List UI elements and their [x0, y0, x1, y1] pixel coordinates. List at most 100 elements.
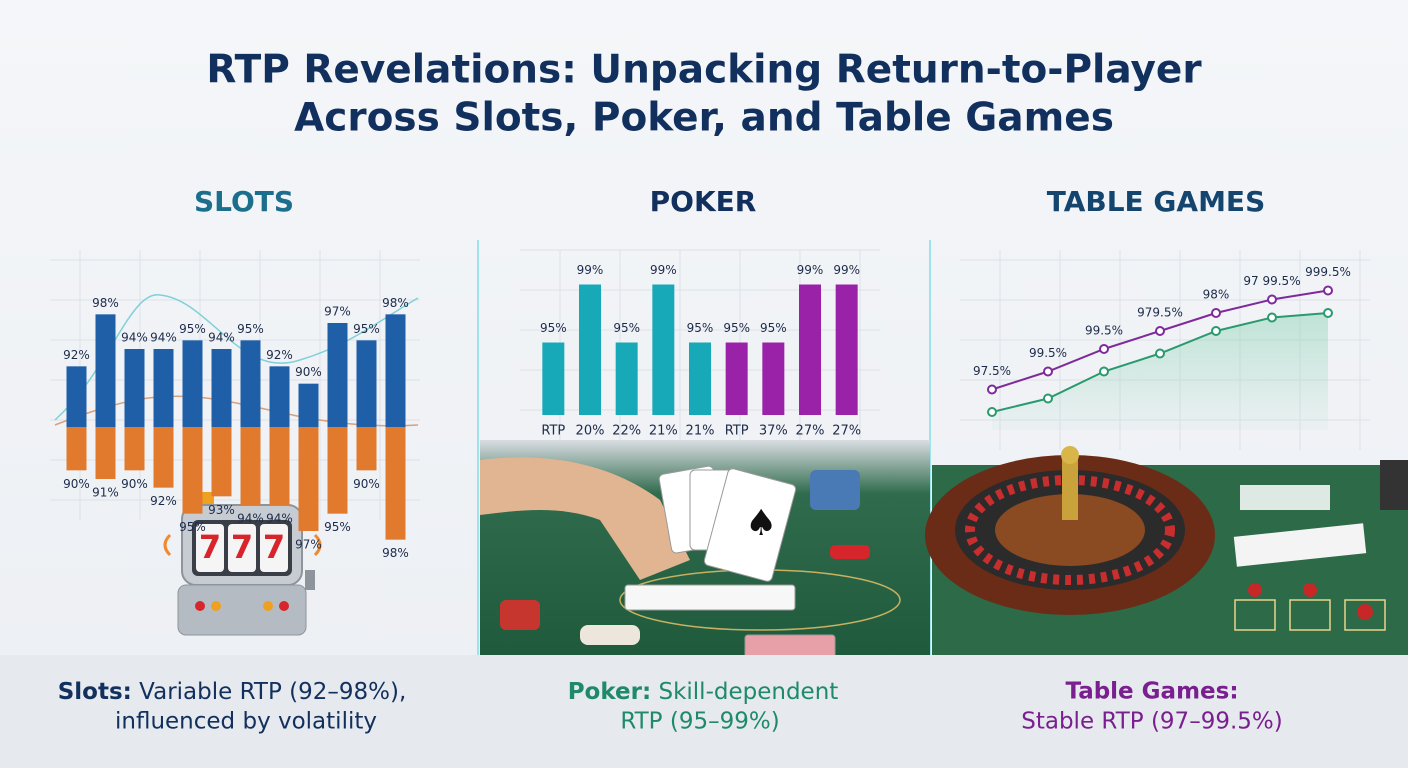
bar — [835, 284, 858, 415]
value-label: 94% — [237, 512, 264, 526]
bar — [153, 427, 174, 488]
area — [992, 313, 1328, 430]
value-label: 95% — [324, 520, 351, 534]
value-label: 91% — [92, 486, 119, 500]
point — [987, 407, 997, 417]
bar — [269, 427, 290, 505]
value-label: 94% — [266, 512, 293, 526]
bar — [542, 342, 565, 415]
section-title: TABLE GAMES — [1047, 185, 1265, 218]
slot-machine: 7 7 7 — [163, 492, 322, 636]
point — [1211, 308, 1221, 318]
trend-curve — [54, 294, 419, 421]
bar — [153, 349, 174, 427]
value-label: 92% — [63, 348, 90, 362]
value-label: 95% — [687, 321, 714, 335]
bar — [689, 342, 711, 415]
point — [1267, 312, 1277, 323]
point — [1155, 326, 1165, 336]
value-label: 979.5% — [1137, 306, 1183, 320]
x-tick-label: 37% — [759, 424, 788, 439]
value-label: 95% — [237, 322, 264, 336]
value-label: 95% — [540, 321, 567, 335]
value-label: 99.5% — [1029, 346, 1067, 360]
value-label: 99% — [577, 263, 604, 277]
title-line: Across Slots, Poker, and Table Games — [294, 96, 1114, 141]
value-label: 94% — [150, 331, 177, 345]
value-label: 95% — [613, 321, 640, 335]
value-label: 99% — [650, 263, 677, 277]
caption: Slots: Variable RTP (92–98%), — [58, 679, 407, 705]
value-label: 99% — [833, 263, 860, 277]
x-tick-label: 21% — [649, 424, 678, 439]
bar — [615, 342, 638, 415]
point — [1267, 294, 1277, 305]
point — [1211, 326, 1221, 336]
poker-scene: ♠ — [480, 440, 930, 661]
svg-text:7: 7 — [231, 528, 253, 566]
caption-text: Variable RTP (92–98%), — [139, 679, 406, 705]
value-label: 999.5% — [1305, 265, 1351, 279]
caption: influenced by volatility — [115, 709, 377, 735]
svg-text:7: 7 — [199, 528, 221, 566]
value-label: 92% — [150, 494, 177, 508]
bar — [182, 340, 203, 427]
bar — [652, 284, 675, 415]
value-label: 98% — [382, 296, 409, 310]
x-tick-label: RTP — [541, 424, 565, 439]
bar — [95, 427, 116, 479]
x-tick-label: RTP — [725, 424, 749, 439]
value-label: 98% — [1203, 288, 1230, 302]
value-label: 95% — [760, 321, 787, 335]
point — [1155, 348, 1165, 359]
value-label: 95% — [353, 322, 380, 336]
bar — [95, 314, 116, 427]
bar — [356, 340, 377, 427]
point — [1043, 366, 1053, 377]
point — [1323, 308, 1333, 318]
bar — [124, 427, 145, 471]
bar — [124, 349, 145, 427]
roulette-scene — [925, 446, 1408, 655]
x-tick-label: 27% — [832, 424, 861, 439]
value-label: 98% — [382, 546, 409, 560]
caption-text: Skill-dependent — [658, 679, 838, 705]
caption-band — [0, 655, 1408, 768]
svg-text:♠: ♠ — [745, 503, 777, 544]
bar — [327, 323, 348, 427]
bar — [182, 427, 203, 514]
title-line: RTP Revelations: Unpacking Return-to-Pla… — [206, 48, 1202, 93]
caption: RTP (95–99%) — [620, 709, 779, 735]
value-label: 97.5% — [973, 364, 1011, 378]
value-label: 94% — [208, 331, 235, 345]
bar — [327, 427, 348, 514]
bar — [356, 427, 377, 471]
value-label: 95% — [723, 321, 750, 335]
svg-text:7: 7 — [263, 528, 285, 566]
value-label: 95% — [179, 322, 206, 336]
value-label: 90% — [63, 477, 90, 491]
caption-lead: Slots: — [58, 679, 132, 705]
value-label: 95% — [179, 520, 206, 534]
caption-lead: Table Games: — [1065, 679, 1238, 705]
point — [1323, 285, 1333, 296]
section-title: SLOTS — [194, 185, 294, 218]
point — [1099, 344, 1109, 354]
value-label: 97 99.5% — [1243, 274, 1300, 288]
bar — [385, 427, 406, 540]
bar — [725, 342, 748, 415]
bar — [240, 427, 261, 505]
bar — [211, 349, 232, 427]
bar — [240, 340, 261, 427]
bar — [66, 366, 87, 427]
value-label: 99.5% — [1085, 324, 1123, 338]
value-label: 98% — [92, 296, 119, 310]
bar — [799, 284, 821, 415]
x-tick-label: 21% — [686, 424, 715, 439]
value-label: 94% — [121, 331, 148, 345]
value-label: 99% — [797, 263, 824, 277]
value-label: 97% — [295, 538, 322, 552]
caption: Stable RTP (97–99.5%) — [1021, 709, 1282, 735]
caption-lead: Poker: — [568, 679, 651, 705]
